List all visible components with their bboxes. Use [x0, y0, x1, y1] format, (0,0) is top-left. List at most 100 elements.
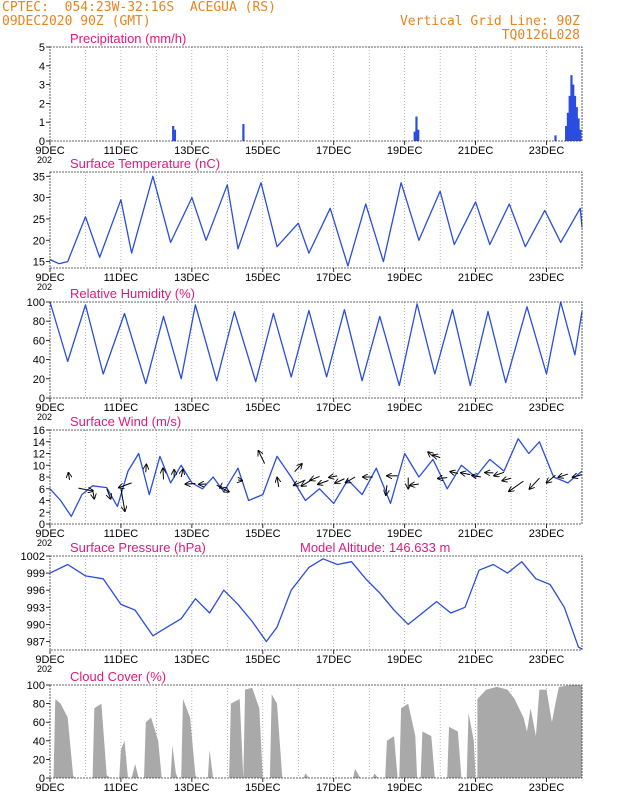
x-tick-label: 21DEC: [458, 782, 494, 794]
x-tick-label: 17DEC: [316, 782, 352, 794]
y-tick-label: 40: [33, 736, 45, 748]
precip-bar: [173, 129, 177, 141]
x-tick-label: 21DEC: [458, 272, 494, 284]
x-tick-label: 21DEC: [458, 528, 494, 540]
y-tick-label: 80: [33, 316, 45, 328]
y-tick-label: 14: [33, 437, 45, 449]
x-tick-label: 13DEC: [174, 528, 210, 540]
y-tick-label: 30: [33, 193, 45, 205]
wind-vector: [119, 482, 132, 488]
precip-bar: [413, 131, 416, 141]
wind-vector: [68, 473, 69, 481]
x-year-label: 202: [37, 538, 52, 548]
wind-vector: [558, 474, 568, 477]
x-tick-label: 11DEC: [104, 145, 139, 157]
y-tick-label: 0: [39, 393, 45, 405]
x-tick-label: 21DEC: [458, 402, 494, 414]
y-tick-label: 80: [33, 699, 45, 711]
wind-vector: [410, 484, 419, 485]
y-tick-label: 8: [39, 472, 45, 484]
x-tick-label: 23DEC: [529, 654, 565, 666]
precip-bar: [577, 118, 580, 141]
precip-bar: [570, 75, 573, 141]
x-tick-label: 19DEC: [387, 272, 423, 284]
panel-annotation: Model Altitude: 146.633 m: [300, 540, 450, 555]
x-tick-label: 13DEC: [174, 654, 210, 666]
y-tick-label: 0: [39, 519, 45, 531]
x-tick-label: 13DEC: [174, 782, 210, 794]
panel-frame: [49, 46, 583, 142]
y-tick-label: 60: [33, 335, 45, 347]
x-tick-label: 17DEC: [316, 402, 352, 414]
y-tick-label: 12: [33, 449, 45, 461]
x-tick-label: 11DEC: [104, 402, 139, 414]
y-tick-label: 2: [39, 507, 45, 519]
x-tick-label: 19DEC: [387, 782, 423, 794]
wind-vector: [428, 452, 433, 457]
precip-bar: [415, 116, 418, 141]
x-tick-label: 15DEC: [245, 528, 281, 540]
wind-vector: [494, 472, 505, 476]
wind-vector: [472, 475, 482, 477]
y-tick-label: 16: [33, 425, 45, 437]
precip-bar: [566, 112, 570, 141]
series-line: [49, 175, 583, 267]
panel-title: Surface Pressure (hPa): [70, 540, 206, 555]
x-tick-label: 19DEC: [387, 145, 423, 157]
y-tick-label: 1: [39, 117, 45, 129]
x-tick-label: 9DEC: [35, 402, 64, 414]
y-tick-label: 60: [33, 717, 45, 729]
x-tick-label: 15DEC: [245, 402, 281, 414]
series-line: [49, 558, 583, 650]
x-tick-label: 17DEC: [316, 145, 352, 157]
wind-vector: [509, 480, 524, 491]
y-tick-label: 2: [39, 98, 45, 110]
precip-bar: [573, 95, 577, 141]
wind-vector: [220, 486, 222, 488]
wind-vector: [258, 451, 266, 464]
x-tick-label: 13DEC: [174, 145, 210, 157]
y-tick-label: 987: [27, 636, 45, 648]
y-tick-label: 0: [39, 773, 45, 785]
panel-frame: [49, 301, 583, 399]
x-tick-label: 15DEC: [245, 272, 281, 284]
panel-frame: [49, 429, 583, 525]
wind-vector: [572, 475, 583, 478]
y-tick-label: 20: [33, 754, 45, 766]
panel-4: 987 990 993 996 999 1002 9DEC 11DEC 13DEC 15DEC 17…: [21, 540, 583, 674]
precip-bar: [554, 135, 557, 141]
x-tick-label: 13DEC: [174, 402, 210, 414]
panel-5: 0 20 40 60 80 100 9DEC 11DEC 13DEC 15DEC 17DEC 19DE…: [27, 669, 583, 794]
panel-frame: [49, 555, 583, 651]
panel-title: Surface Wind (m/s): [70, 414, 181, 429]
precip-bar: [417, 129, 420, 141]
x-tick-label: 21DEC: [458, 654, 494, 666]
series-line: [49, 301, 583, 387]
y-tick-label: 4: [39, 61, 45, 73]
panel-title: Relative Humidity (%): [70, 286, 195, 301]
x-tick-label: 11DEC: [104, 272, 139, 284]
series-line: [49, 438, 583, 518]
wind-vector: [277, 477, 279, 488]
y-tick-label: 100: [27, 297, 45, 309]
x-tick-label: 9DEC: [35, 654, 64, 666]
x-tick-label: 23DEC: [529, 402, 565, 414]
wind-vector: [335, 479, 345, 484]
header-line2-left: 09DEC2020 90Z (GMT): [2, 14, 151, 29]
panel-title: Cloud Cover (%): [70, 669, 166, 684]
x-tick-label: 17DEC: [316, 272, 352, 284]
y-tick-label: 6: [39, 484, 45, 496]
panel-2: 0 20 40 60 80 100 9DEC 11DEC 13DEC 15DEC 17DEC 19DE…: [27, 286, 583, 422]
header-line1-left: CPTEC: 054:23W-32:16S ACEGUA (RS): [2, 0, 276, 15]
precip-bar: [575, 107, 578, 141]
y-tick-label: 3: [39, 80, 45, 92]
header-line2-right: TQ0126L028: [501, 28, 580, 43]
x-tick-label: 11DEC: [104, 654, 139, 666]
header-line1-right: Vertical Grid Line: 90Z: [399, 14, 580, 29]
wind-vector: [461, 473, 471, 475]
panel-title: Precipitation (mm/h): [70, 31, 186, 46]
x-tick-label: 21DEC: [458, 145, 494, 157]
x-tick-label: 9DEC: [35, 782, 64, 794]
x-tick-label: 23DEC: [529, 272, 565, 284]
